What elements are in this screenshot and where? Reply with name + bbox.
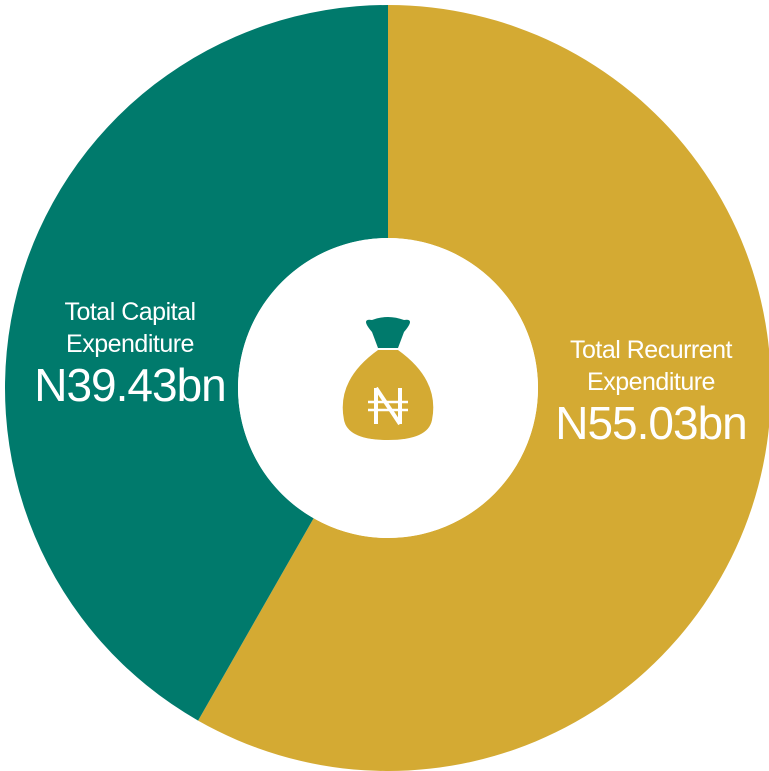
money-bag-icon bbox=[342, 317, 434, 440]
slice-label: Total Recurrent Expenditure N55.03bn bbox=[551, 334, 751, 448]
value-label: N55.03bn bbox=[555, 397, 748, 449]
slice bbox=[198, 5, 769, 771]
category-label: Total Capital Expenditure bbox=[64, 298, 196, 358]
slice-label: Total Capital Expenditure N39.43bn bbox=[34, 296, 226, 410]
slice bbox=[4, 5, 389, 721]
value-label: N39.43bn bbox=[34, 359, 226, 411]
category-label: Total Recurrent Expenditure bbox=[569, 336, 733, 396]
